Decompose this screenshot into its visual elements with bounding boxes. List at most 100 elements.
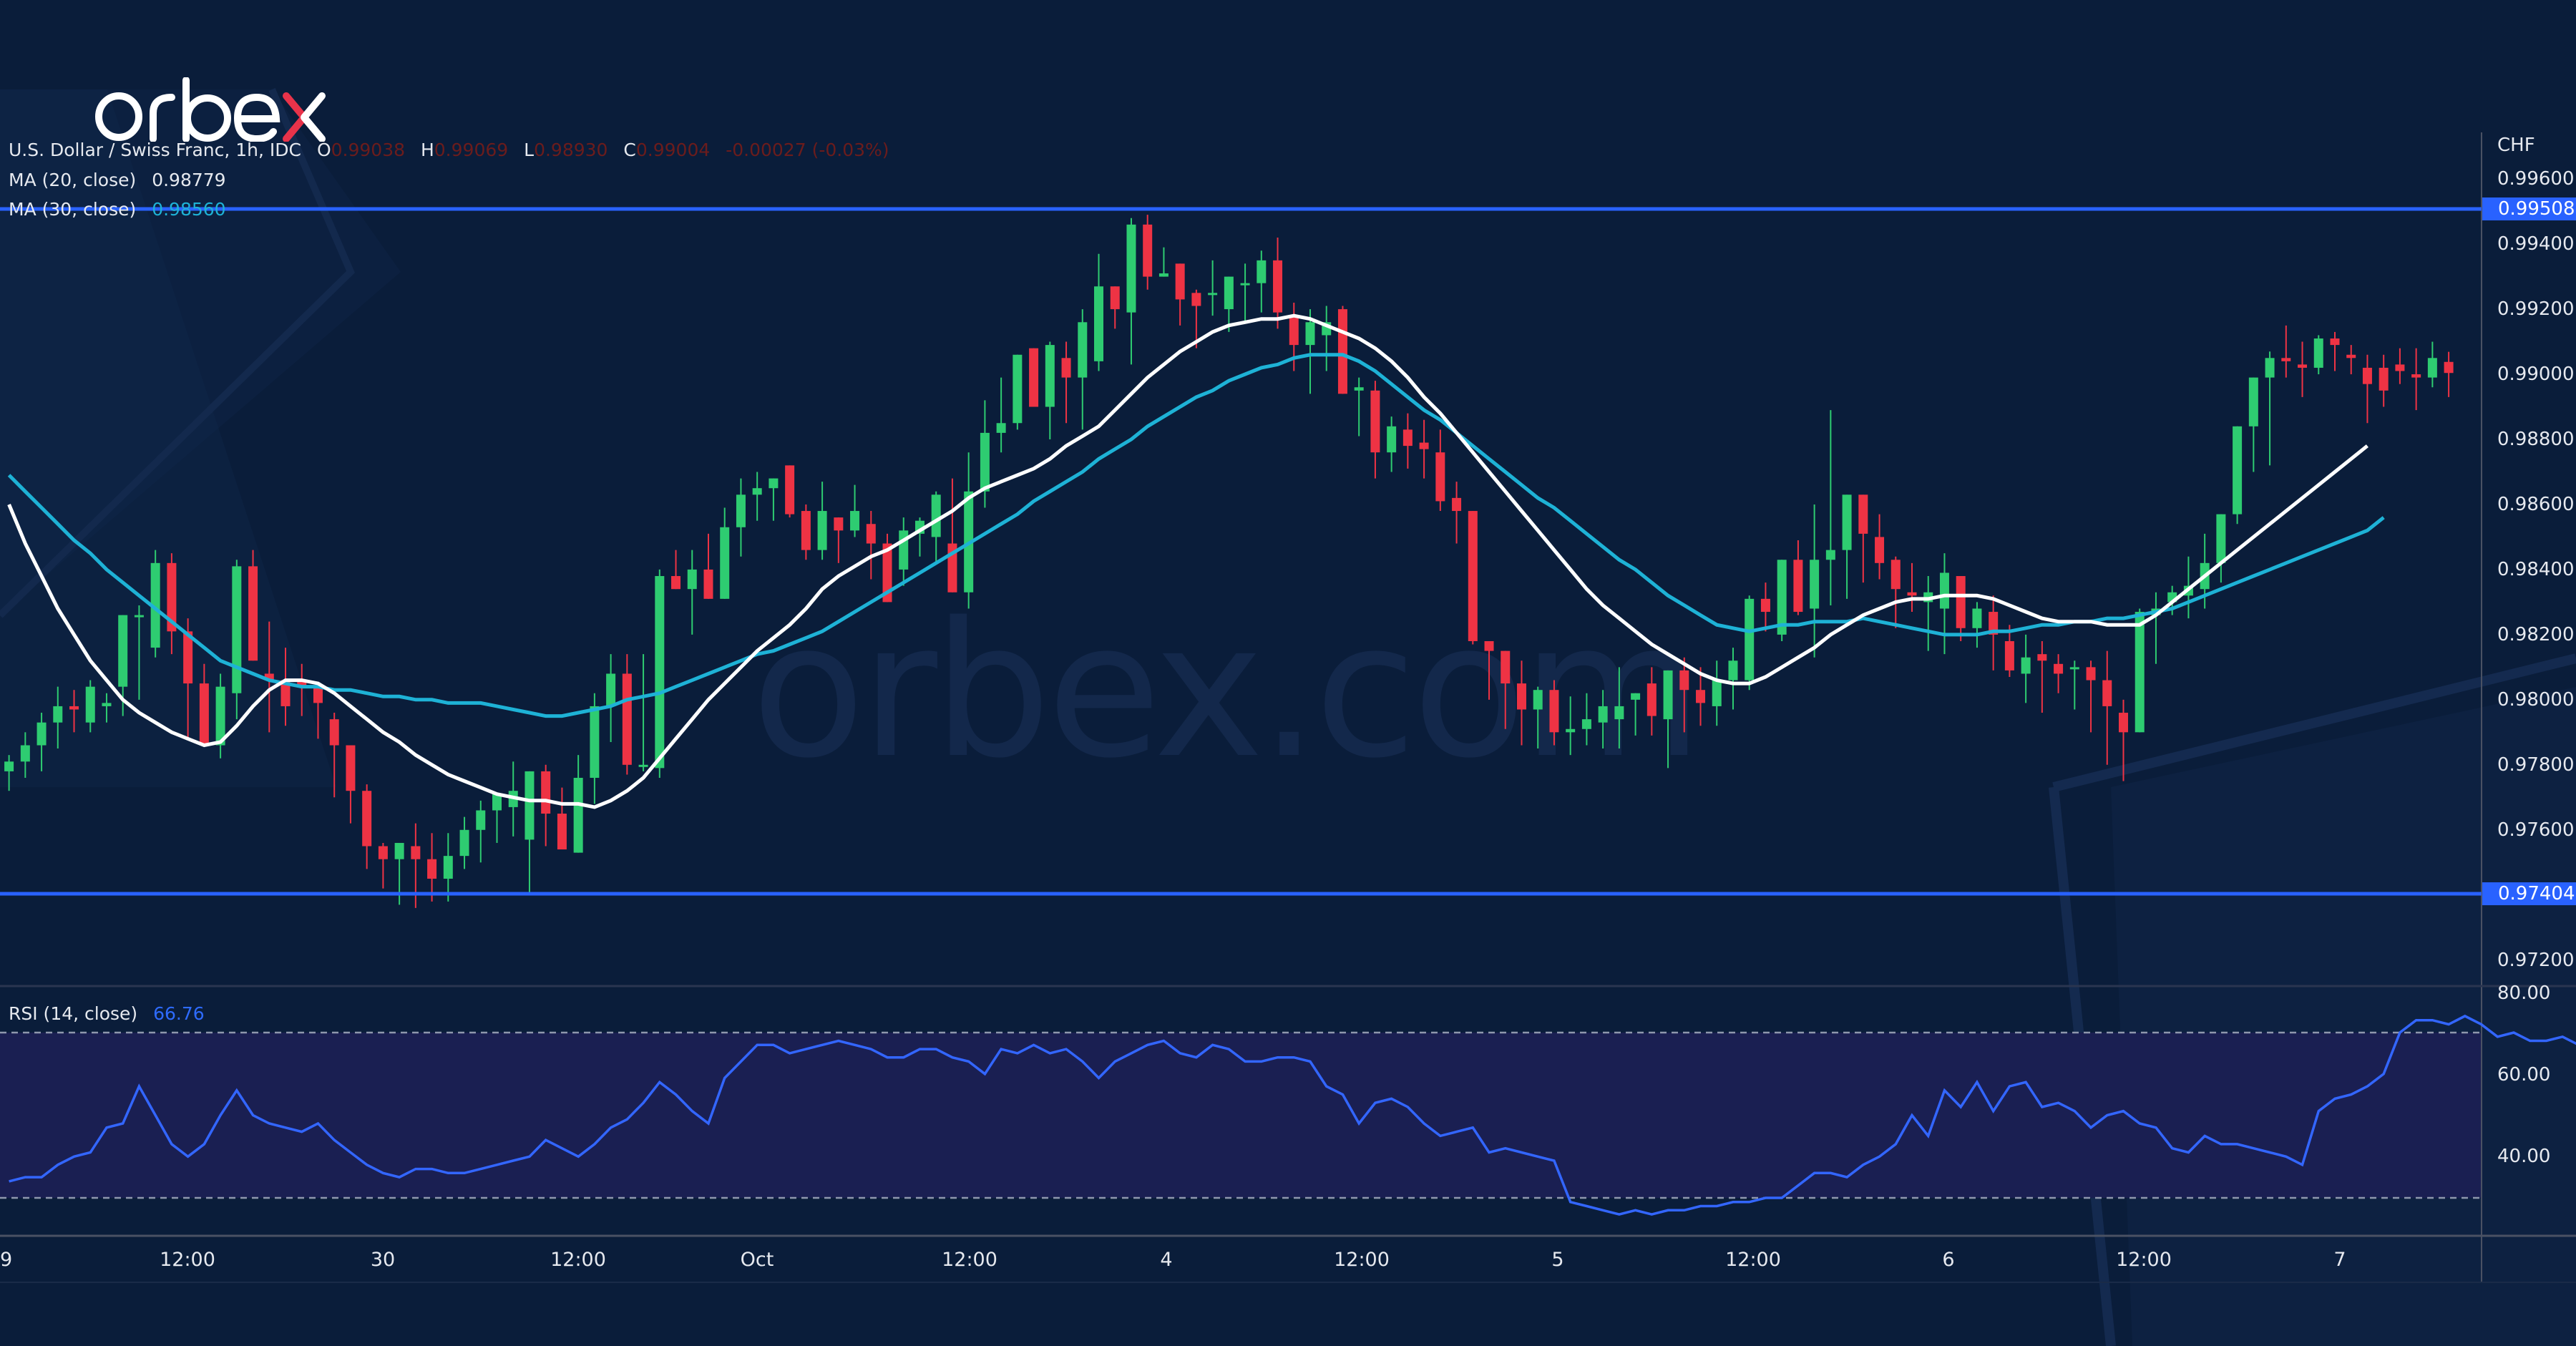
candle[interactable] — [1273, 238, 1283, 329]
candle[interactable] — [947, 478, 957, 592]
symbol-title[interactable]: U.S. Dollar / Swiss Franc, 1h, IDC — [9, 140, 301, 160]
candle[interactable] — [1191, 289, 1201, 348]
candle[interactable] — [1126, 218, 1136, 365]
candle[interactable] — [297, 663, 307, 716]
candle[interactable] — [4, 755, 14, 791]
candle[interactable] — [1646, 667, 1657, 736]
candle[interactable] — [492, 794, 502, 843]
candle[interactable] — [20, 732, 30, 778]
candle[interactable] — [232, 560, 242, 720]
candle[interactable] — [931, 491, 941, 563]
candle[interactable] — [264, 621, 274, 733]
candle[interactable] — [167, 553, 177, 655]
candle[interactable] — [2135, 608, 2145, 733]
candle[interactable] — [1484, 640, 1494, 700]
candle[interactable] — [1939, 553, 1949, 655]
candle[interactable] — [329, 713, 339, 798]
candle[interactable] — [1468, 511, 1478, 645]
candle[interactable] — [1679, 657, 1689, 733]
candle[interactable] — [769, 478, 779, 521]
candle[interactable] — [1305, 309, 1315, 394]
candle[interactable] — [1435, 429, 1445, 512]
candle[interactable] — [1745, 595, 1755, 691]
candle[interactable] — [606, 654, 616, 742]
candle[interactable] — [1825, 410, 1835, 605]
candle[interactable] — [36, 713, 47, 771]
candle[interactable] — [914, 517, 924, 557]
candle[interactable] — [443, 833, 453, 902]
candle[interactable] — [2346, 345, 2356, 375]
candle[interactable] — [2004, 625, 2014, 678]
candle[interactable] — [2411, 348, 2421, 411]
candle[interactable] — [313, 686, 323, 739]
candle[interactable] — [134, 605, 144, 700]
candle[interactable] — [1143, 215, 1153, 290]
ma30-label[interactable]: MA (30, close) — [9, 199, 137, 220]
candle[interactable] — [703, 533, 713, 599]
candle[interactable] — [834, 517, 844, 563]
candle[interactable] — [525, 771, 535, 895]
candle[interactable] — [2379, 354, 2389, 407]
ma30-legend[interactable]: MA (30, close) 0.98560 — [9, 199, 226, 220]
candle[interactable] — [1890, 556, 1901, 628]
candle[interactable] — [1793, 540, 1803, 615]
candle[interactable] — [362, 784, 372, 869]
candle[interactable] — [850, 484, 860, 537]
candle[interactable] — [1224, 276, 1234, 332]
candle[interactable] — [1712, 660, 1722, 726]
candle[interactable] — [2037, 640, 2047, 713]
rsi-label[interactable]: RSI (14, close) — [9, 1003, 138, 1024]
candle[interactable] — [964, 452, 974, 609]
candle[interactable] — [1516, 660, 1526, 746]
candle[interactable] — [1777, 560, 1787, 641]
candle[interactable] — [280, 648, 291, 726]
candle[interactable] — [1110, 286, 1120, 329]
candle[interactable] — [687, 550, 697, 635]
candle[interactable] — [2054, 654, 2064, 693]
candle[interactable] — [1387, 416, 1397, 472]
candle[interactable] — [1322, 306, 1332, 371]
candle[interactable] — [1972, 602, 1982, 648]
candle[interactable] — [1598, 690, 1608, 749]
candle[interactable] — [1337, 306, 1347, 394]
candle[interactable] — [752, 472, 762, 521]
candle[interactable] — [2395, 348, 2405, 384]
candle[interactable] — [1728, 648, 1738, 710]
candle[interactable] — [2069, 660, 2079, 710]
candle[interactable] — [1208, 260, 1218, 316]
candle[interactable] — [1663, 670, 1673, 769]
candle[interactable] — [1842, 494, 1852, 599]
candle[interactable] — [1402, 413, 1413, 469]
candle[interactable] — [866, 511, 876, 580]
candle[interactable] — [1452, 482, 1462, 544]
candle[interactable] — [899, 517, 909, 586]
candle[interactable] — [638, 654, 648, 771]
candle[interactable] — [785, 465, 795, 518]
symbol-legend[interactable]: U.S. Dollar / Swiss Franc, 1h, IDC O0.99… — [9, 140, 889, 161]
candle[interactable] — [1923, 576, 1933, 651]
candle[interactable] — [1549, 680, 1559, 746]
candle[interactable] — [476, 800, 486, 863]
candle[interactable] — [1419, 419, 1429, 479]
candle[interactable] — [2102, 650, 2112, 765]
candle[interactable] — [801, 504, 811, 560]
candle[interactable] — [53, 686, 63, 749]
candle[interactable] — [996, 377, 1006, 453]
candle[interactable] — [2248, 377, 2258, 472]
candle[interactable] — [248, 550, 258, 661]
candle[interactable] — [2362, 354, 2372, 424]
candle[interactable] — [720, 507, 730, 599]
candle[interactable] — [85, 680, 95, 733]
candle[interactable] — [183, 618, 193, 739]
candle[interactable] — [1175, 263, 1185, 326]
candle[interactable] — [1501, 650, 1511, 729]
candle[interactable] — [590, 693, 600, 804]
candle[interactable] — [2427, 341, 2437, 388]
candle[interactable] — [557, 787, 567, 850]
candle[interactable] — [2313, 335, 2323, 375]
candle[interactable] — [2281, 325, 2291, 378]
candle[interactable] — [736, 478, 746, 557]
candle[interactable] — [655, 569, 665, 778]
candle[interactable] — [2233, 426, 2243, 525]
